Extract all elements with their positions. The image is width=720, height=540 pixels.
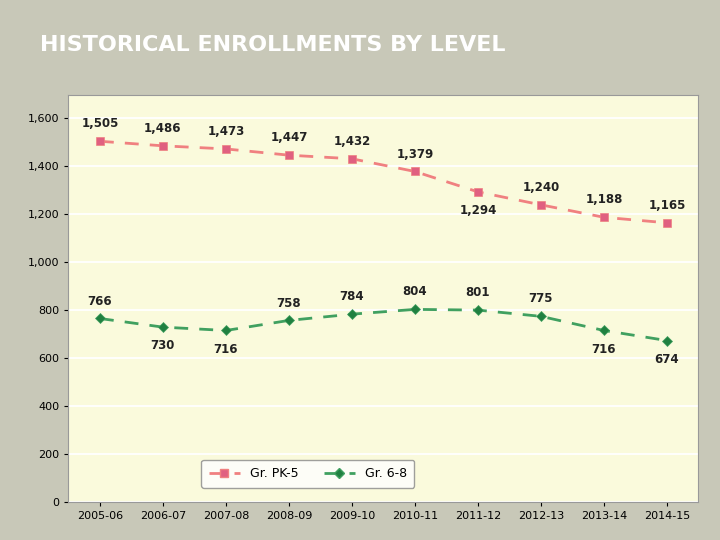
Text: 1,505: 1,505: [81, 117, 119, 130]
Legend: Gr. PK-5, Gr. 6-8: Gr. PK-5, Gr. 6-8: [201, 460, 415, 488]
Text: HISTORICAL ENROLLMENTS BY LEVEL: HISTORICAL ENROLLMENTS BY LEVEL: [40, 36, 505, 56]
Text: 1,379: 1,379: [396, 147, 433, 160]
Text: 1,486: 1,486: [144, 122, 181, 135]
Text: 716: 716: [592, 343, 616, 356]
Text: 804: 804: [402, 286, 427, 299]
Text: 1,473: 1,473: [207, 125, 245, 138]
Text: 758: 758: [276, 296, 301, 309]
Text: 766: 766: [88, 295, 112, 308]
Text: 801: 801: [466, 286, 490, 299]
Text: 730: 730: [150, 339, 175, 353]
Text: 1,165: 1,165: [648, 199, 685, 212]
Text: 1,432: 1,432: [333, 135, 371, 148]
Text: 1,447: 1,447: [270, 131, 307, 144]
Text: 775: 775: [528, 293, 553, 306]
Text: 1,294: 1,294: [459, 204, 497, 217]
Text: 1,188: 1,188: [585, 193, 623, 206]
Text: 674: 674: [654, 353, 679, 366]
Text: 784: 784: [340, 291, 364, 303]
Text: 716: 716: [214, 343, 238, 356]
Text: 1,240: 1,240: [522, 181, 559, 194]
